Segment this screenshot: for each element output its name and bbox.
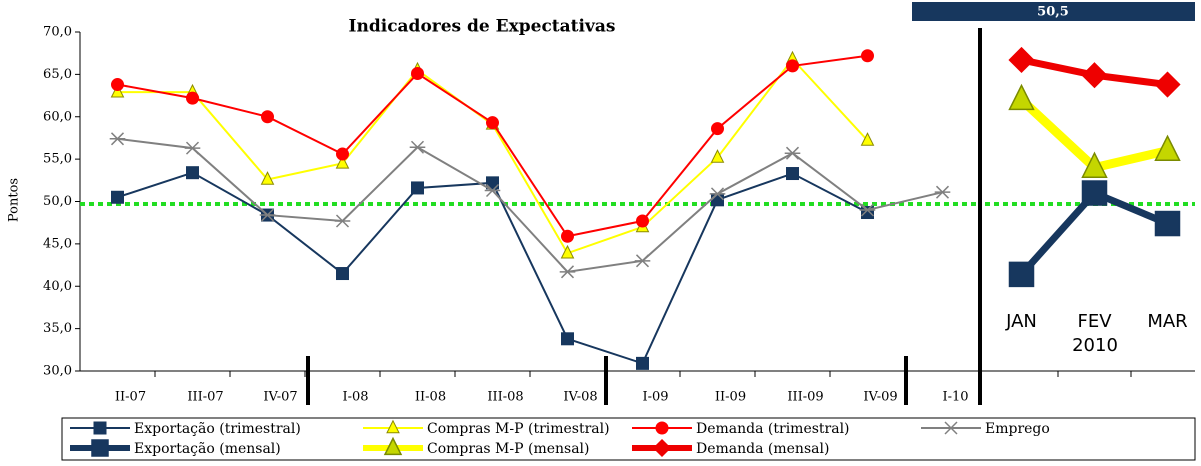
annotation: 50,5: [1037, 5, 1069, 20]
x-tick-label: II-07: [115, 390, 146, 405]
marker: [860, 132, 875, 146]
marker: [711, 122, 724, 136]
marker: [1081, 62, 1108, 89]
marker: [859, 203, 876, 217]
marker: [561, 229, 574, 243]
y-tick-label: 65,0: [43, 67, 72, 82]
marker: [334, 214, 351, 228]
marker: [711, 193, 724, 207]
x-tick-label: MAR: [1147, 311, 1187, 332]
marker: [261, 110, 274, 124]
marker: [1008, 83, 1035, 111]
marker: [1154, 210, 1181, 237]
marker: [709, 187, 726, 201]
marker: [786, 59, 799, 73]
marker: [111, 78, 124, 92]
marker: [786, 167, 799, 181]
marker: [1008, 46, 1035, 74]
marker: [784, 146, 801, 160]
legend: [61, 417, 1196, 461]
marker: [336, 267, 349, 281]
y-tick-label: 70,0: [43, 25, 72, 40]
marker: [652, 438, 672, 458]
x-tick-label: I-09: [642, 390, 668, 405]
marker: [636, 356, 649, 370]
marker: [1154, 71, 1181, 98]
marker: [861, 49, 874, 63]
legend-label: Emprego: [985, 421, 1050, 437]
marker: [386, 419, 400, 434]
y-tick-label: 60,0: [43, 109, 72, 124]
y-tick-label: 55,0: [43, 152, 72, 167]
marker: [486, 176, 499, 190]
marker: [943, 421, 959, 435]
marker: [411, 67, 424, 81]
x-tick-label: FEV: [1077, 311, 1112, 332]
legend-label: Demanda (trimestral): [696, 421, 850, 437]
legend-label: Exportação (mensal): [134, 441, 281, 457]
y-tick-label: 30,0: [43, 364, 72, 379]
y-axis-label: Pontos: [7, 178, 22, 222]
marker: [186, 91, 199, 105]
legend-label: Exportação (trimestral): [134, 421, 301, 437]
x-tick-label: I-08: [342, 390, 368, 405]
series-line: [117, 54, 868, 238]
y-tick-label: 35,0: [43, 321, 72, 336]
x-tick-label: IV-08: [563, 390, 597, 405]
marker: [934, 185, 951, 199]
marker: [559, 265, 576, 279]
marker: [486, 116, 499, 130]
x-tick-label: III-09: [787, 390, 823, 405]
y-tick-label: 45,0: [43, 236, 72, 251]
marker: [109, 132, 126, 146]
series-line: [117, 57, 869, 255]
marker: [91, 439, 109, 457]
marker: [409, 140, 426, 154]
marker: [186, 166, 199, 180]
annotation-box: [912, 2, 1195, 21]
marker: [184, 141, 201, 155]
x-tick-label: IV-07: [263, 390, 297, 405]
x-tick-label: II-09: [715, 390, 746, 405]
series-line: [117, 137, 943, 273]
marker: [260, 171, 275, 185]
marker: [561, 332, 574, 346]
marker: [484, 183, 501, 198]
x-tick-label: III-07: [187, 390, 223, 405]
y-tick-label: 40,0: [43, 279, 72, 294]
marker: [259, 208, 276, 222]
x-axis-label: 2010: [1072, 335, 1118, 356]
marker: [634, 254, 651, 268]
legend-label: Compras M-P (mensal): [427, 441, 590, 457]
marker: [383, 436, 403, 456]
series-line: [117, 171, 868, 365]
marker: [93, 421, 107, 435]
marker: [560, 244, 575, 259]
x-tick-label: IV-09: [863, 390, 897, 405]
marker: [1154, 134, 1181, 161]
marker: [1081, 151, 1108, 178]
marker: [710, 149, 725, 163]
marker: [655, 421, 669, 435]
chart-title: Indicadores de Expectativas: [349, 17, 616, 37]
legend-label: Demanda (mensal): [696, 441, 829, 457]
marker: [636, 214, 649, 228]
y-tick-label: 50,0: [43, 194, 72, 209]
marker: [335, 155, 350, 169]
marker: [1008, 261, 1035, 288]
marker: [336, 147, 349, 161]
x-tick-label: II-08: [415, 390, 446, 405]
marker: [411, 181, 424, 195]
x-tick-label: III-08: [487, 390, 523, 405]
legend-label: Compras M-P (trimestral): [427, 421, 610, 437]
x-tick-label: JAN: [1005, 311, 1037, 332]
marker: [1081, 180, 1108, 206]
marker: [111, 190, 124, 204]
x-tick-label: I-10: [942, 390, 968, 405]
